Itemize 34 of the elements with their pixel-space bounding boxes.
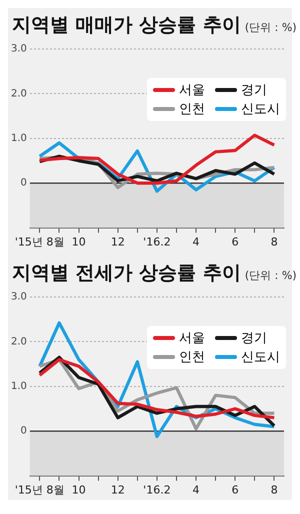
chart-subtitle: (단위 : %) <box>244 269 297 282</box>
x-tick-label: '15년 8월 <box>14 483 64 496</box>
legend-label: 신도시 <box>241 349 280 366</box>
legend-label: 서울 <box>179 82 205 99</box>
x-tick-label: 10 <box>72 483 86 496</box>
x-tick-label: 8 <box>270 483 278 496</box>
y-tick-label: 2.0 <box>10 336 27 348</box>
y-tick-label: 1.0 <box>10 380 27 392</box>
x-tick-label: 8 <box>270 235 278 248</box>
x-tick-label: 12 <box>110 235 125 248</box>
chart-title: 지역별 매매가 상승률 추이 <box>12 14 241 36</box>
legend-label: 인천 <box>179 349 205 366</box>
x-tick-label: '16.2 <box>143 235 171 248</box>
x-tick-label: 4 <box>192 235 200 248</box>
chart-title: 지역별 전세가 상승률 추이 <box>12 262 241 284</box>
y-tick-label: 3.0 <box>10 292 27 303</box>
y-tick-label: 3.0 <box>10 44 27 55</box>
legend-label: 인천 <box>179 101 205 118</box>
x-tick-label: 12 <box>110 483 125 496</box>
x-tick-label: 6 <box>232 483 239 496</box>
y-tick-label: 2.0 <box>10 88 27 100</box>
x-tick-label: 10 <box>72 235 86 248</box>
legend-label: 서울 <box>179 330 205 347</box>
chart-subtitle: (단위 : %) <box>244 21 297 34</box>
x-tick-label: '16.2 <box>143 483 171 496</box>
x-tick-label: '15년 8월 <box>14 235 64 248</box>
legend-label: 경기 <box>241 330 267 347</box>
legend-label: 신도시 <box>241 101 280 118</box>
legend-label: 경기 <box>241 82 267 99</box>
y-tick-label: 1.0 <box>10 132 27 144</box>
y-tick-label: 0 <box>20 426 27 437</box>
x-tick-label: 6 <box>232 235 239 248</box>
y-tick-label: 0 <box>20 178 27 189</box>
x-tick-label: 4 <box>192 483 200 496</box>
